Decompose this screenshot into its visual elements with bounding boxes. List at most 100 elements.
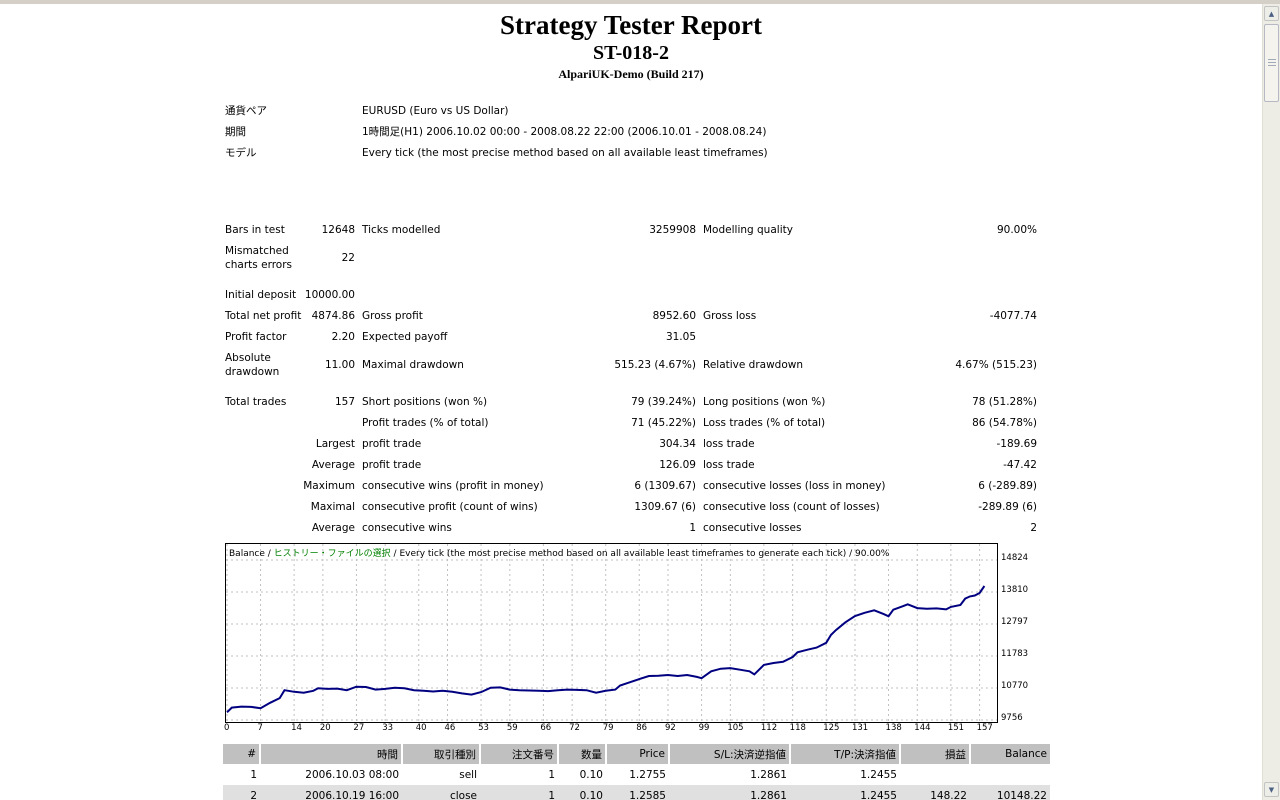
maximal-loss-value: -289.89 (6) xyxy=(978,501,1037,513)
trades-header-row: # 時間 取引種別 注文番号 数量 Price S/L:決済逆指値 T/P:決済… xyxy=(223,744,1050,764)
maxdd-label: Maximal drawdown xyxy=(362,359,464,371)
x-tick-label: 138 xyxy=(885,723,902,733)
legend-model: / Every tick (the most precise method ba… xyxy=(390,549,890,559)
x-tick-label: 14 xyxy=(291,723,302,733)
pf-value: 2.20 xyxy=(331,331,355,343)
avg-profit-value: 126.09 xyxy=(659,459,696,471)
quality-value: 90.00% xyxy=(996,224,1037,236)
average2-label: Average xyxy=(311,522,355,534)
y-tick-label: 14824 xyxy=(1001,553,1029,563)
grossloss-value: -4077.74 xyxy=(989,310,1037,322)
y-tick-label: 10770 xyxy=(1001,680,1029,691)
payoff-label: Expected payoff xyxy=(362,331,448,343)
table-row: 2 2006.10.19 16:00 close 1 0.10 1.2585 1… xyxy=(223,785,1050,800)
scroll-thumb[interactable] xyxy=(1264,24,1279,102)
scroll-up-button[interactable]: ▲ xyxy=(1264,6,1279,21)
deposit-value: 10000.00 xyxy=(304,289,355,301)
thumb-grip xyxy=(1268,65,1276,66)
cell-time: 2006.10.19 16:00 xyxy=(260,785,402,800)
bars-value: 12648 xyxy=(321,224,355,236)
vertical-scrollbar[interactable]: ▲ ▼ xyxy=(1262,4,1280,800)
x-tick-label: 151 xyxy=(947,723,965,733)
max-wins-label: consecutive wins (profit in money) xyxy=(362,480,544,492)
quality-label: Modelling quality xyxy=(703,224,793,236)
cell-size: 0.10 xyxy=(579,768,603,781)
cell-balance xyxy=(970,764,1050,785)
col-size: 数量 xyxy=(558,744,607,764)
scroll-down-button[interactable]: ▼ xyxy=(1264,782,1279,797)
reldd-value: 4.67% (515.23) xyxy=(955,359,1037,371)
x-tick-label: 118 xyxy=(789,723,806,733)
pair-label: 通貨ペア xyxy=(225,105,267,117)
ticks-label: Ticks modelled xyxy=(362,224,441,236)
x-tick-label: 7 xyxy=(257,723,263,733)
cell-time: 2006.10.03 08:00 xyxy=(305,768,399,781)
absdd-label: Absolute drawdown xyxy=(225,352,280,378)
trades-table: # 時間 取引種別 注文番号 数量 Price S/L:決済逆指値 T/P:決済… xyxy=(223,744,1050,800)
largest-loss-value: -189.69 xyxy=(996,438,1037,450)
x-tick-label: 131 xyxy=(851,723,869,733)
x-tick-label: 59 xyxy=(506,723,518,733)
loss-trades-value: 86 (54.78%) xyxy=(972,417,1037,429)
avg-loss-label: loss trade xyxy=(703,459,755,471)
x-tick-label: 33 xyxy=(382,723,394,733)
avg-profit-label: profit trade xyxy=(362,459,422,471)
legend-history-file[interactable]: ヒストリー・ファイルの選択 xyxy=(273,549,391,559)
y-tick-label: 11783 xyxy=(1001,649,1029,659)
x-tick-label: 40 xyxy=(415,723,427,733)
x-tick-label: 125 xyxy=(823,723,840,733)
x-tick-label: 27 xyxy=(353,723,365,733)
avg-loss-value: -47.42 xyxy=(1003,459,1037,471)
max-losses-label: consecutive losses (loss in money) xyxy=(703,480,886,492)
y-tick-label: 13810 xyxy=(1001,585,1029,595)
max-losses-value: 6 (-289.89) xyxy=(978,480,1037,492)
cell-tp: 1.2455 xyxy=(860,768,897,781)
ticks-value: 3259908 xyxy=(649,224,696,236)
col-tp: T/P:決済指値 xyxy=(790,744,901,764)
cell-price: 1.2755 xyxy=(629,768,666,781)
cell-balance: 10148.22 xyxy=(970,785,1050,800)
trades-value: 157 xyxy=(334,396,355,408)
cell-profit xyxy=(900,764,970,785)
loss-trades-label: Loss trades (% of total) xyxy=(703,417,826,429)
grossloss-label: Gross loss xyxy=(703,310,757,322)
short-label: Short positions (won %) xyxy=(362,396,488,408)
server-name: AlpariUK-Demo (Build 217) xyxy=(558,67,704,81)
cell-order: 1 xyxy=(548,768,555,781)
pair-value: EURUSD (Euro vs US Dollar) xyxy=(362,105,509,117)
thumb-grip xyxy=(1268,62,1276,63)
col-profit: 損益 xyxy=(900,744,971,764)
y-tick-label: 9756 xyxy=(1001,713,1023,723)
cell-type: sell xyxy=(459,768,477,781)
col-number: # xyxy=(223,744,261,764)
model-value: Every tick (the most precise method base… xyxy=(362,147,768,159)
col-sl: S/L:決済逆指値 xyxy=(669,744,791,764)
x-tick-label: 105 xyxy=(727,723,744,733)
long-label: Long positions (won %) xyxy=(703,396,826,408)
largest-label: Largest xyxy=(315,438,355,450)
cell-sl: 1.2861 xyxy=(669,785,790,800)
col-price: Price xyxy=(606,744,670,764)
average-label: Average xyxy=(311,459,355,471)
cell-size: 0.10 xyxy=(558,785,606,800)
pf-label: Profit factor xyxy=(225,331,287,343)
col-type: 取引種別 xyxy=(402,744,481,764)
col-time: 時間 xyxy=(260,744,403,764)
payoff-value: 31.05 xyxy=(665,331,696,343)
col-order: 注文番号 xyxy=(480,744,559,764)
grossprofit-value: 8952.60 xyxy=(652,310,696,322)
mismatch-value: 22 xyxy=(341,252,355,264)
x-tick-label: 157 xyxy=(976,723,993,733)
profit-trades-value: 71 (45.22%) xyxy=(631,417,696,429)
absdd-value: 11.00 xyxy=(324,359,355,371)
avg-losses-label: consecutive losses xyxy=(703,522,802,534)
x-tick-label: 46 xyxy=(444,723,456,733)
maximal-profit-value: 1309.67 (6) xyxy=(634,501,696,513)
cell-sl: 1.2861 xyxy=(750,768,787,781)
cell-price: 1.2585 xyxy=(606,785,669,800)
trades-label: Total trades xyxy=(225,396,287,408)
x-tick-label: 112 xyxy=(760,723,778,733)
x-tick-label: 66 xyxy=(540,723,552,733)
long-value: 78 (51.28%) xyxy=(972,396,1037,408)
profit-trades-label: Profit trades (% of total) xyxy=(362,417,489,429)
